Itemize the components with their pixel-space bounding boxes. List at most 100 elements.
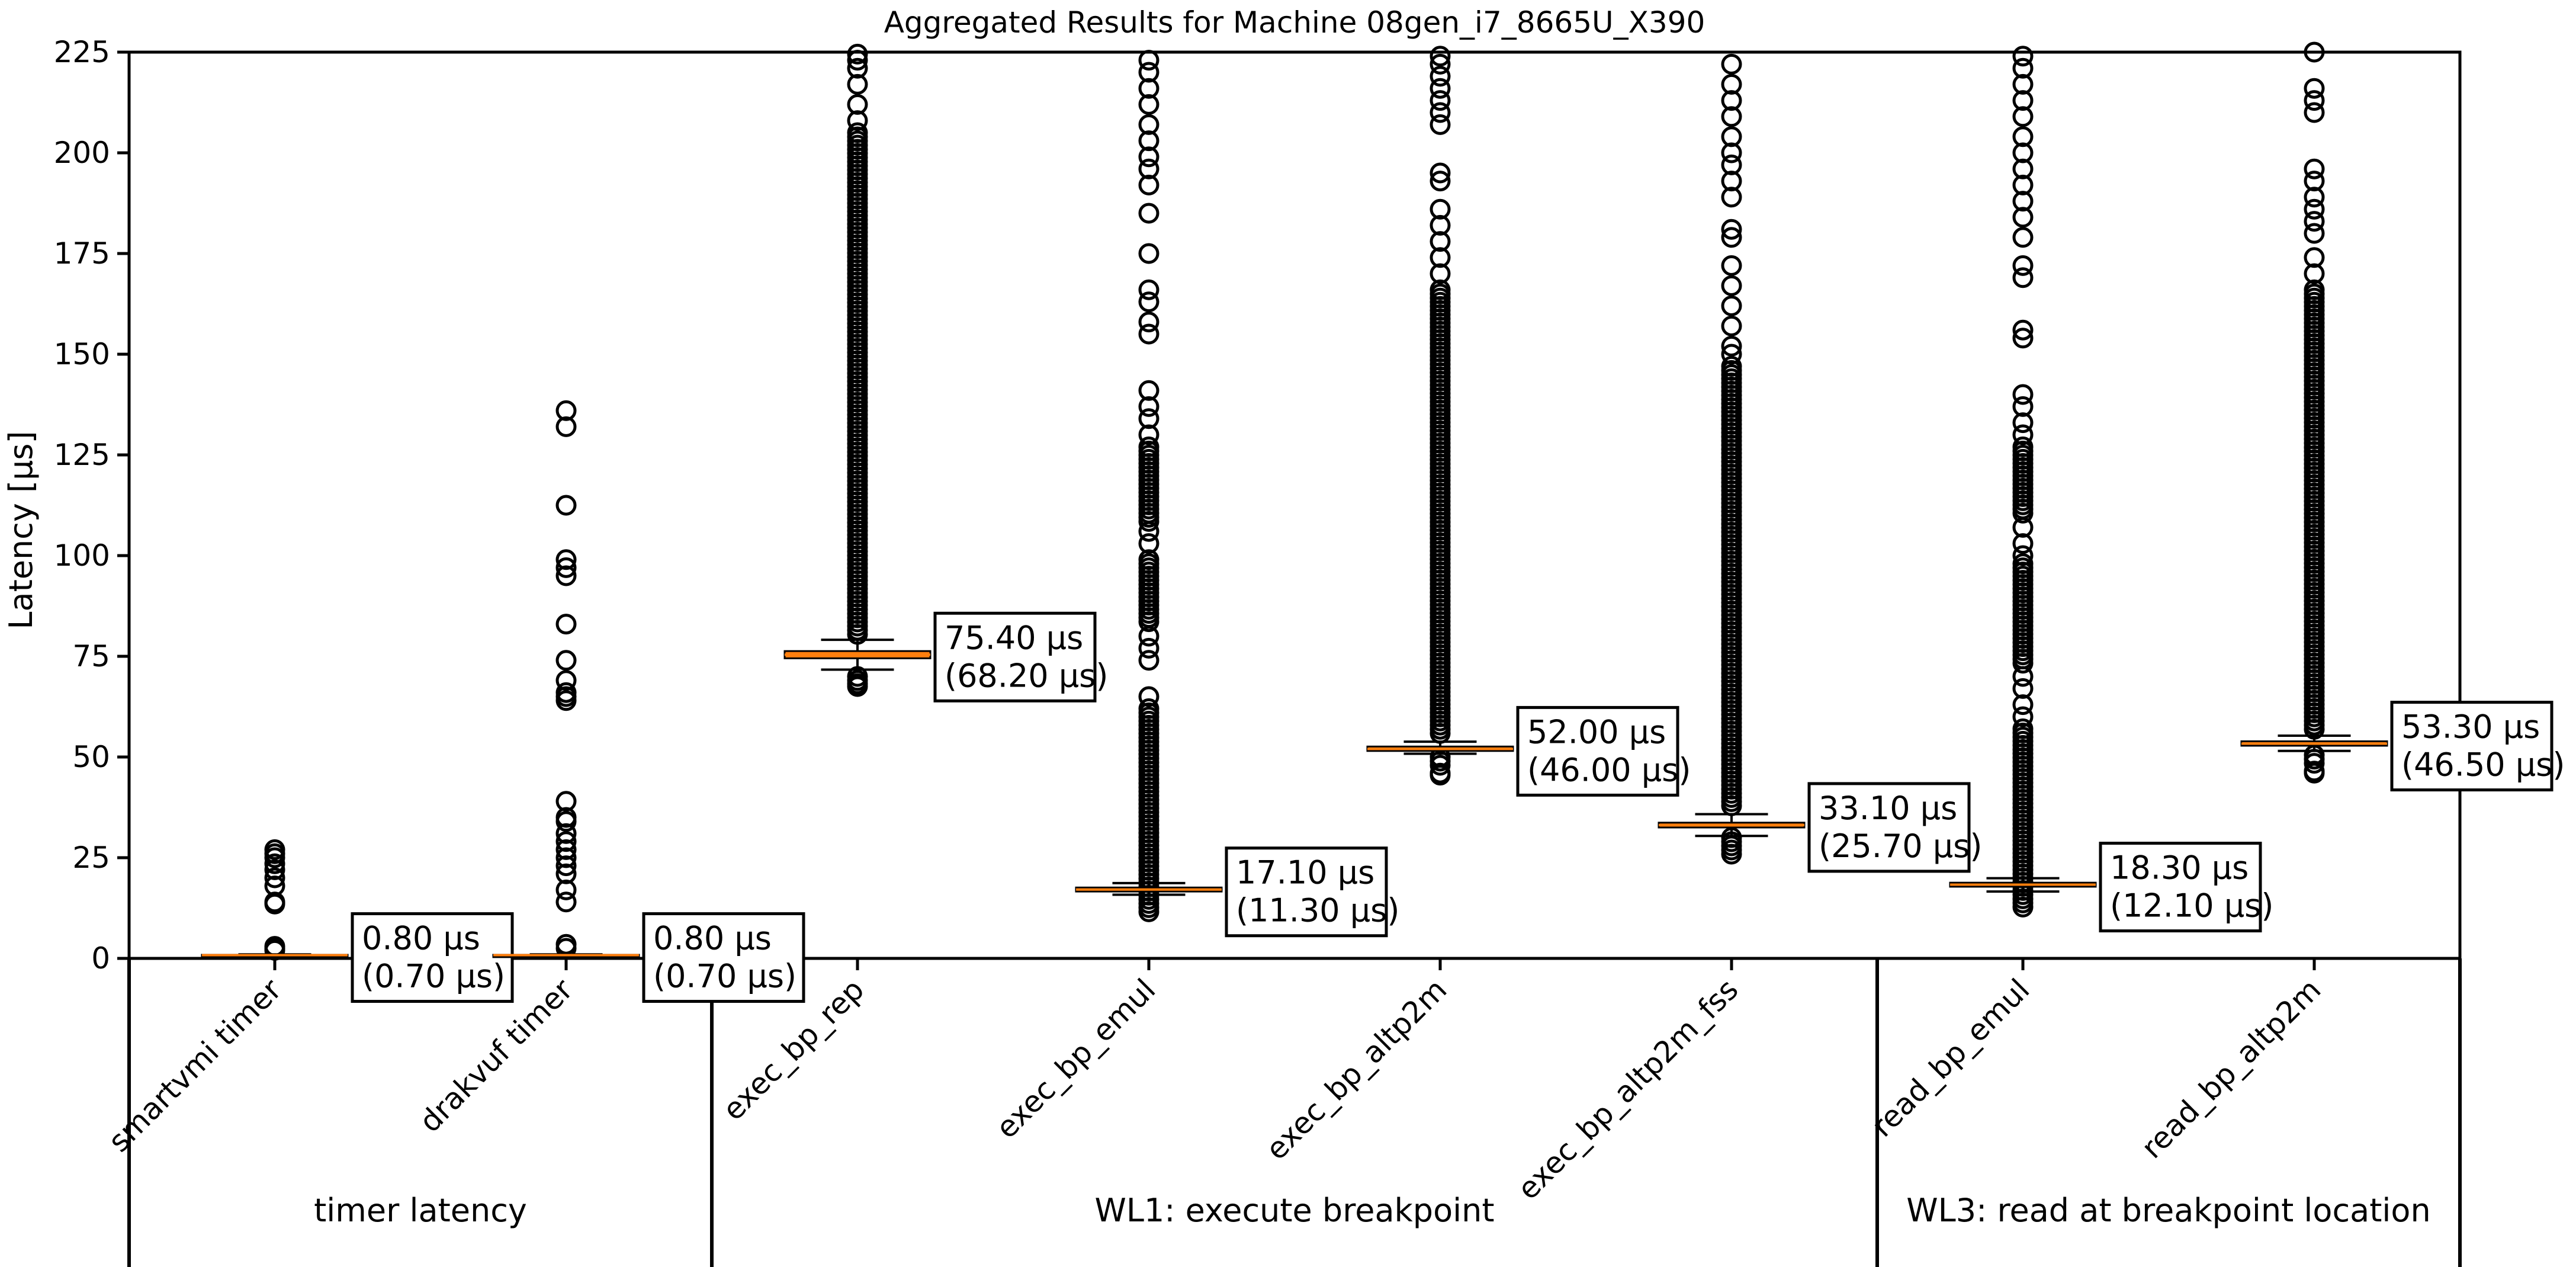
outlier-point xyxy=(2012,694,2034,716)
outlier-point xyxy=(1430,755,1451,776)
outlier-point xyxy=(1430,263,1451,284)
median-annotation-value: 33.10 µs xyxy=(1819,790,1957,827)
outlier-point xyxy=(1138,203,1159,224)
median-annotation-box xyxy=(2390,701,2553,792)
outlier-point xyxy=(555,614,577,635)
median-annotation-min: (46.00 µs) xyxy=(1527,751,1691,788)
median-annotation-box xyxy=(1807,782,1971,873)
outlier-point xyxy=(264,875,285,897)
outlier-point xyxy=(2012,57,2034,79)
outlier-point xyxy=(2304,187,2325,208)
outlier-point xyxy=(555,650,577,671)
x-tick-label: exec_bp_altp2m xyxy=(1259,972,1453,1166)
median-annotation-box xyxy=(933,611,1097,703)
group-label: WL3: read at breakpoint location xyxy=(1906,1192,2430,1229)
outlier-point xyxy=(1138,533,1159,554)
outlier-point xyxy=(1721,126,1742,147)
outlier-point xyxy=(2304,211,2325,232)
outlier-point xyxy=(2304,247,2325,268)
outlier-point xyxy=(2012,227,2034,248)
median-annotation-value: 75.40 µs xyxy=(945,619,1083,656)
outlier-point xyxy=(1721,335,1742,357)
outlier-point xyxy=(555,807,577,828)
outlier-point xyxy=(1721,344,1742,365)
outlier-point xyxy=(1138,650,1159,671)
median-annotation-value: 52.00 µs xyxy=(1527,713,1666,750)
outlier-point xyxy=(2304,78,2325,99)
outlier-point xyxy=(1721,142,1742,163)
outlier-point xyxy=(2012,896,2034,918)
outlier-point xyxy=(1138,686,1159,707)
outlier-point xyxy=(1430,214,1451,236)
outlier-point xyxy=(1721,255,1742,276)
outlier-point xyxy=(555,879,577,900)
outlier-point xyxy=(1138,62,1159,83)
outlier-point xyxy=(1430,162,1451,184)
outlier-point xyxy=(1138,408,1159,429)
median-annotation-value: 53.30 µs xyxy=(2401,708,2540,746)
outlier-point xyxy=(1721,315,1742,336)
outlier-point xyxy=(1430,171,1451,192)
box-read-bp-altp2m: read_bp_altp2m 53.30 µs(46.50 µs) xyxy=(2135,41,2565,1165)
x-tick-label: exec_bp_emul xyxy=(990,972,1162,1145)
outlier-point xyxy=(1721,73,1742,95)
outlier-point xyxy=(847,110,868,131)
x-tick-label: read_bp_altp2m xyxy=(2135,972,2328,1165)
outlier-point xyxy=(2304,753,2325,774)
outlier-point xyxy=(2012,396,2034,417)
y-tick-label: 200 xyxy=(54,136,110,170)
outlier-point xyxy=(555,855,577,877)
y-tick-label: 150 xyxy=(54,337,110,371)
box-exec-bp-altp2m-fss: exec_bp_altp2m_fss 33.10 µs(25.70 µs) xyxy=(1511,53,1982,1207)
outlier-point xyxy=(555,495,577,516)
outlier-point xyxy=(264,891,285,913)
outlier-point xyxy=(1138,901,1159,922)
outlier-point xyxy=(555,557,577,578)
outlier-point xyxy=(1138,146,1159,168)
outlier-point xyxy=(1138,158,1159,179)
outlier-point xyxy=(2012,328,2034,349)
median-annotation-min: (12.10 µs) xyxy=(2110,887,2273,925)
outlier-point xyxy=(847,94,868,115)
outlier-point xyxy=(2012,517,2034,538)
outlier-point xyxy=(2304,171,2325,192)
outlier-point xyxy=(1721,171,1742,192)
outlier-point xyxy=(2012,255,2034,276)
outlier-point xyxy=(2012,384,2034,405)
outlier-point xyxy=(1721,187,1742,208)
outlier-point xyxy=(2304,263,2325,284)
outlier-point xyxy=(2012,666,2034,687)
outlier-point xyxy=(555,831,577,852)
outlier-point xyxy=(1138,243,1159,264)
outlier-point xyxy=(1721,227,1742,248)
median-annotation-box xyxy=(1225,846,1388,938)
outlier-point xyxy=(555,891,577,913)
box-read-bp-emul: read_bp_emul 18.30 µs(12.10 µs) xyxy=(1865,46,2273,1144)
outlier-point xyxy=(1138,323,1159,345)
median-annotation-box xyxy=(351,912,514,1003)
outlier-point xyxy=(1138,114,1159,135)
y-tick-label: 25 xyxy=(72,841,110,875)
outlier-point xyxy=(555,863,577,884)
outlier-point xyxy=(555,823,577,844)
outlier-point xyxy=(555,839,577,860)
outlier-point xyxy=(2012,106,2034,127)
outlier-point xyxy=(2012,158,2034,179)
outlier-point xyxy=(555,565,577,586)
outlier-point xyxy=(2304,41,2325,63)
outlier-point xyxy=(2012,142,2034,163)
chart-title: Aggregated Results for Machine 08gen_i7_… xyxy=(884,5,1705,40)
outlier-point xyxy=(1721,90,1742,111)
outlier-point xyxy=(2012,653,2034,674)
y-axis-label: Latency [µs] xyxy=(2,431,40,629)
outlier-point xyxy=(1430,78,1451,99)
y-tick-label: 125 xyxy=(54,438,110,472)
x-tick-label: read_bp_emul xyxy=(1865,972,2036,1143)
outlier-point xyxy=(555,791,577,812)
outlier-point xyxy=(2012,678,2034,699)
y-tick-label: 75 xyxy=(72,639,110,673)
box-exec-bp-altp2m: exec_bp_altp2m 52.00 µs(46.00 µs) xyxy=(1259,46,1691,1167)
outlier-point xyxy=(2012,191,2034,212)
